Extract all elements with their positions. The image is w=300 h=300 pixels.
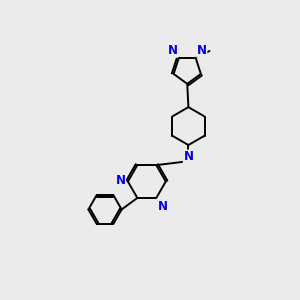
Text: N: N (183, 150, 194, 163)
Text: N: N (116, 174, 126, 187)
Text: N: N (197, 44, 207, 57)
Text: N: N (158, 200, 167, 213)
Text: N: N (168, 44, 178, 57)
